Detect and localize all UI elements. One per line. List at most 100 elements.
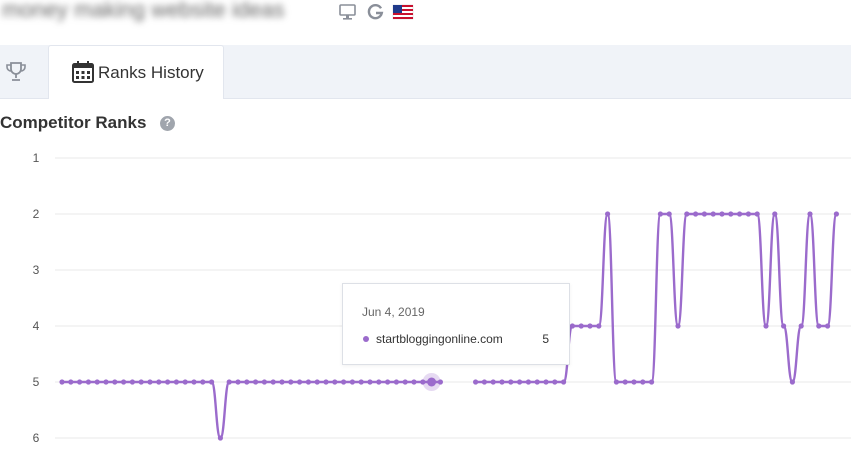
data-point <box>402 379 408 385</box>
data-point <box>833 211 840 217</box>
data-point <box>200 379 206 385</box>
data-point <box>226 379 232 385</box>
data-point <box>666 211 672 217</box>
y-tick-label: 3 <box>33 263 40 277</box>
tab-ranks-history[interactable]: Ranks History <box>48 45 224 99</box>
data-point <box>279 379 285 385</box>
data-point <box>138 379 144 385</box>
y-tick-label: 2 <box>33 207 40 221</box>
data-point <box>657 211 664 217</box>
data-point <box>191 379 197 385</box>
data-point <box>182 379 188 385</box>
data-point <box>640 379 646 385</box>
data-point <box>288 379 294 385</box>
data-point <box>147 379 153 385</box>
data-point <box>59 379 65 385</box>
data-point <box>798 323 804 329</box>
data-point <box>605 211 611 217</box>
data-point <box>525 379 532 385</box>
data-point <box>94 379 100 385</box>
desktop-icon <box>339 4 356 20</box>
data-point <box>754 211 760 217</box>
tooltip-value: 5 <box>542 332 549 346</box>
data-point <box>367 379 373 385</box>
help-icon[interactable]: ? <box>160 116 175 131</box>
data-point <box>781 323 787 329</box>
google-icon <box>367 3 384 20</box>
tooltip-site: startbloggingonline.com <box>376 332 503 346</box>
data-point <box>613 379 620 385</box>
trophy-icon[interactable] <box>4 60 28 84</box>
data-point <box>129 379 135 385</box>
data-point <box>217 435 223 441</box>
data-point <box>596 323 602 329</box>
data-point <box>112 379 118 385</box>
data-point <box>816 323 822 329</box>
data-point <box>622 379 628 385</box>
data-point <box>481 379 487 385</box>
data-point <box>173 379 179 385</box>
data-point <box>332 379 338 385</box>
data-point <box>561 379 567 385</box>
data-point <box>68 379 74 385</box>
data-point <box>209 379 215 385</box>
data-point <box>77 379 83 385</box>
data-point <box>693 211 699 217</box>
data-point <box>710 211 716 217</box>
data-point <box>314 379 320 385</box>
y-tick-label: 4 <box>33 319 40 333</box>
data-point <box>85 379 91 385</box>
data-point <box>649 379 655 385</box>
data-point <box>385 379 391 385</box>
y-tick-label: 5 <box>33 375 40 389</box>
data-point <box>305 379 311 385</box>
data-point <box>807 211 813 217</box>
calendar-icon <box>72 61 94 83</box>
data-point <box>235 379 241 385</box>
data-point <box>701 211 708 217</box>
data-point <box>684 211 690 217</box>
section-title: Competitor Ranks <box>0 113 147 132</box>
data-point <box>490 379 496 385</box>
data-point <box>103 379 109 385</box>
data-point <box>473 379 479 385</box>
data-point <box>789 379 796 385</box>
data-point <box>121 379 127 385</box>
data-point <box>508 379 514 385</box>
data-point <box>358 379 364 385</box>
keyword-text: money making website ideas <box>2 0 285 22</box>
us-flag-icon <box>392 4 414 20</box>
data-point <box>156 379 162 385</box>
tooltip-date: Jun 4, 2019 <box>362 305 425 319</box>
ranks-chart: 1 2 3 4 5 6 <box>33 151 851 445</box>
data-point <box>719 211 725 217</box>
data-point <box>675 323 681 329</box>
data-point <box>737 211 743 217</box>
data-point <box>341 379 347 385</box>
data-point <box>745 211 752 217</box>
data-point <box>349 379 355 385</box>
y-tick-label: 1 <box>33 151 40 165</box>
data-point <box>631 379 637 385</box>
data-point <box>244 379 250 385</box>
data-point <box>253 379 259 385</box>
tab-bar: Ranks History <box>0 45 851 99</box>
keyword-header: money making website ideas <box>0 0 851 28</box>
tab-ranks-history-label: Ranks History <box>98 63 204 82</box>
data-point <box>552 379 558 385</box>
data-point <box>534 379 540 385</box>
y-tick-label: 6 <box>33 431 40 445</box>
data-point <box>165 379 171 385</box>
data-point <box>323 379 329 385</box>
data-point <box>772 211 778 217</box>
data-point <box>569 323 576 329</box>
data-point <box>261 379 267 385</box>
data-point <box>825 323 831 329</box>
data-point <box>411 379 417 385</box>
highlight-point <box>427 377 437 387</box>
chart-tooltip: Jun 4, 2019 startbloggingonline.com 5 <box>342 283 570 365</box>
tooltip-series-dot <box>363 336 369 342</box>
data-point <box>297 379 303 385</box>
data-point <box>376 379 382 385</box>
data-point <box>728 211 734 217</box>
